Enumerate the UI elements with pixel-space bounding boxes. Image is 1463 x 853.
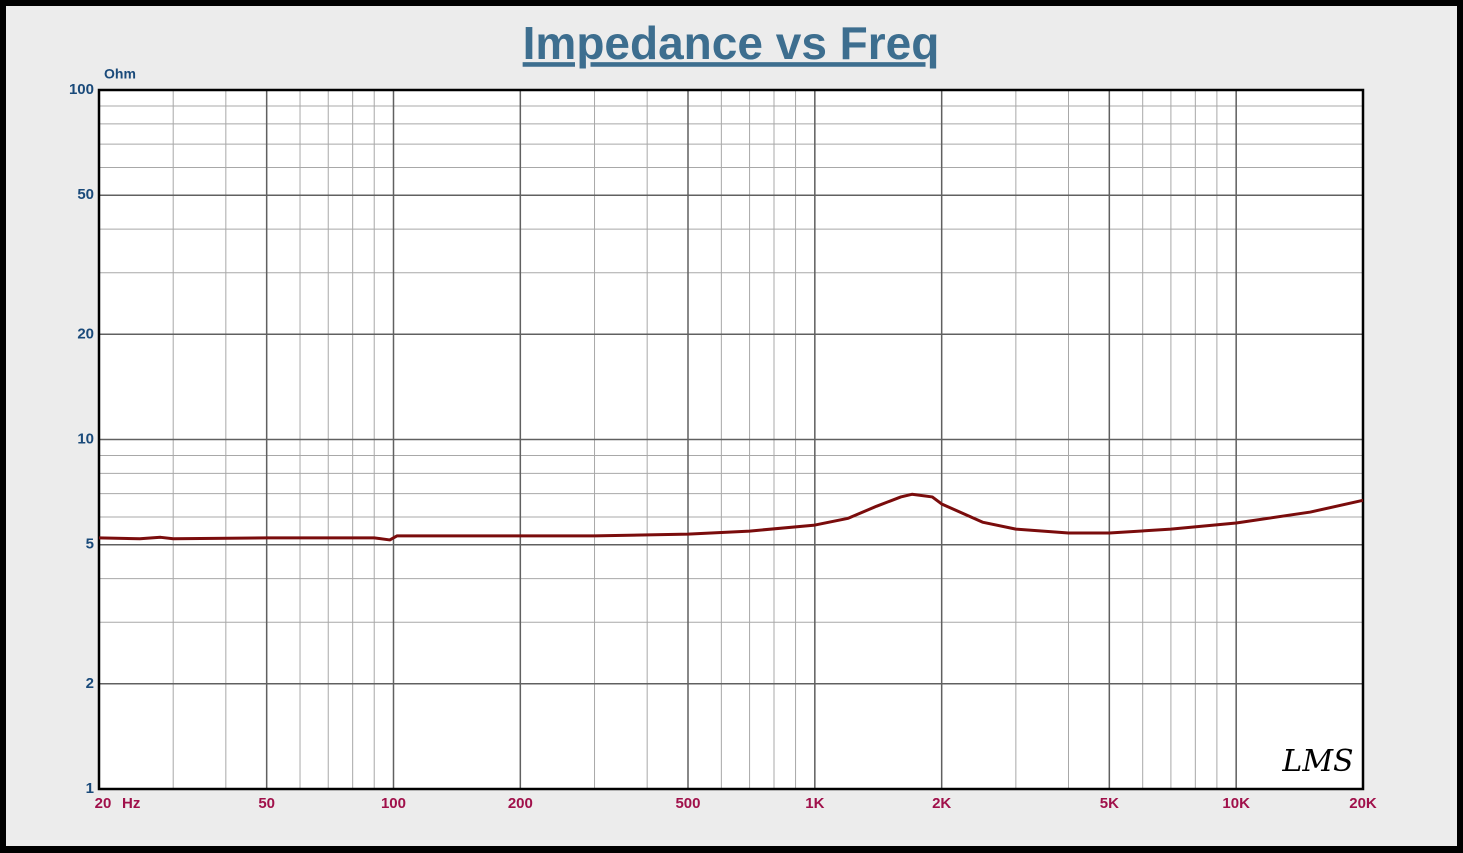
plot-frame	[97, 88, 1365, 791]
y-tick-label: 1	[86, 780, 94, 797]
y-tick-label: 100	[69, 81, 94, 98]
x-tick-label: 2K	[932, 795, 951, 812]
y-unit: Ohm	[104, 66, 136, 82]
y-tick-label: 50	[77, 186, 94, 203]
x-tick-label: 100	[381, 795, 406, 812]
x-tick-label: 1K	[805, 795, 824, 812]
chart-title: Impedance vs Freq	[523, 17, 940, 69]
x-tick-label: 200	[508, 795, 533, 812]
y-tick-label: 10	[77, 430, 94, 447]
y-tick-label: 20	[77, 325, 94, 342]
x-unit: Hz	[122, 795, 140, 812]
y-tick-label: 2	[86, 675, 94, 692]
y-tick-label: 5	[86, 536, 94, 553]
x-tick-label: 10K	[1222, 795, 1250, 812]
watermark: LMS	[1281, 744, 1353, 779]
x-tick-label: 50	[258, 795, 275, 812]
impedance-line	[98, 492, 1364, 542]
x-tick-label: 20K	[1349, 795, 1377, 812]
x-tick-label: 500	[675, 795, 700, 812]
x-tick-label: 20	[95, 795, 112, 812]
x-tick-label: 5K	[1100, 795, 1119, 812]
